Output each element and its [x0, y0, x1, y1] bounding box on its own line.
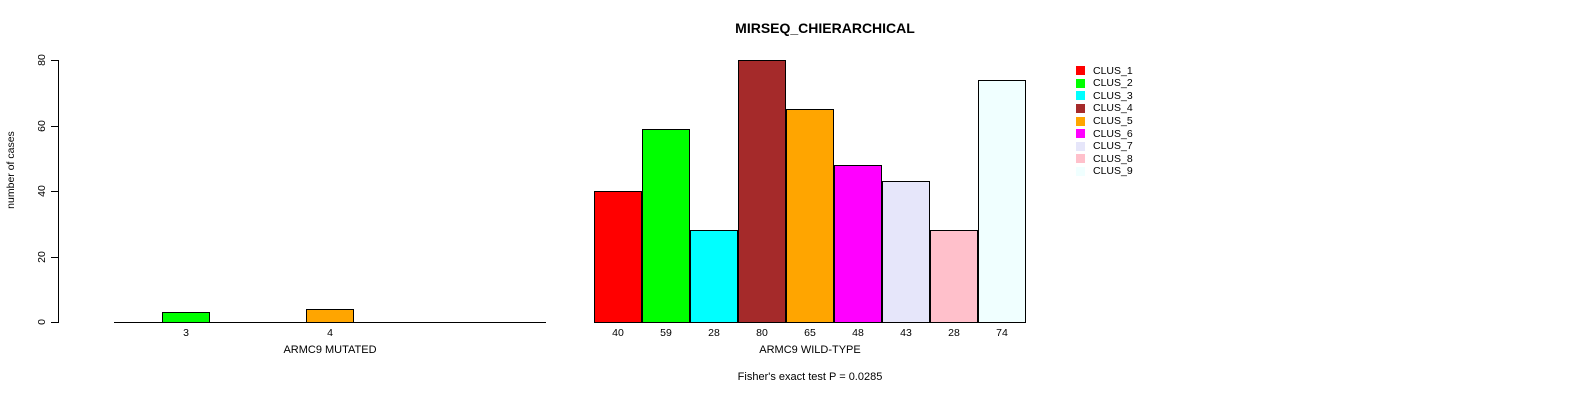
legend-item: CLUS_1	[1076, 65, 1133, 78]
legend-item: CLUS_4	[1076, 102, 1133, 115]
legend-swatch	[1076, 66, 1085, 76]
bar-value-label: 28	[948, 327, 960, 339]
y-axis-line	[58, 60, 59, 323]
chart-title: MIRSEQ_CHIERARCHICAL	[735, 20, 915, 36]
legend-item: CLUS_6	[1076, 128, 1133, 141]
bar-clus_3	[690, 230, 738, 323]
y-axis-tick-label: 40	[36, 185, 48, 197]
bar-value-label: 65	[804, 327, 816, 339]
bar-clus_5	[786, 109, 834, 323]
legend-item: CLUS_5	[1076, 115, 1133, 128]
x-axis-group-label: ARMC9 MUTATED	[283, 344, 377, 356]
legend-swatch	[1076, 141, 1085, 151]
legend-label: CLUS_4	[1093, 102, 1133, 115]
bar-value-label: 59	[660, 327, 672, 339]
legend-label: CLUS_5	[1093, 114, 1133, 127]
legend-swatch	[1076, 116, 1085, 126]
x-axis-group-label: ARMC9 WILD-TYPE	[759, 344, 861, 356]
legend-label: CLUS_6	[1093, 127, 1133, 140]
legend-item: CLUS_9	[1076, 165, 1133, 178]
legend-item: CLUS_3	[1076, 90, 1133, 103]
fisher-test-annotation: Fisher's exact test P = 0.0285	[737, 371, 883, 383]
y-axis-tick	[51, 191, 58, 192]
bar-clus_5	[306, 309, 354, 323]
y-axis-tick	[51, 126, 58, 127]
y-axis-tick-label: 60	[36, 120, 48, 132]
bar-clus_6	[834, 165, 882, 323]
y-axis-tick	[51, 322, 58, 323]
bar-clus_8	[930, 230, 978, 323]
bar-clus_7	[882, 181, 930, 323]
bar-value-label: 80	[756, 327, 768, 339]
legend-swatch	[1076, 91, 1085, 101]
bar-clus_2	[162, 312, 210, 323]
legend-label: CLUS_2	[1093, 77, 1133, 90]
legend-label: CLUS_3	[1093, 89, 1133, 102]
y-axis-label: number of cases	[5, 131, 17, 209]
legend-item: CLUS_7	[1076, 140, 1133, 153]
legend-swatch	[1076, 129, 1085, 139]
bar-value-label: 48	[852, 327, 864, 339]
legend-label: CLUS_7	[1093, 140, 1133, 153]
bar-value-label: 3	[183, 327, 189, 339]
bar-value-label: 28	[708, 327, 720, 339]
y-axis-tick	[51, 257, 58, 258]
legend-item: CLUS_8	[1076, 153, 1133, 166]
y-axis-tick-label: 20	[36, 251, 48, 263]
legend-label: CLUS_9	[1093, 165, 1133, 178]
y-axis-tick	[51, 60, 58, 61]
bar-clus_4	[738, 60, 786, 323]
legend-swatch	[1076, 104, 1085, 114]
bar-clus_9	[978, 80, 1026, 323]
bar-value-label: 74	[996, 327, 1008, 339]
legend-label: CLUS_8	[1093, 152, 1133, 165]
bar-value-label: 4	[327, 327, 333, 339]
bar-value-label: 43	[900, 327, 912, 339]
legend-swatch	[1076, 78, 1085, 88]
y-axis-tick-label: 80	[36, 54, 48, 66]
legend-swatch	[1076, 167, 1085, 177]
legend-label: CLUS_1	[1093, 64, 1133, 77]
bar-value-label: 40	[612, 327, 624, 339]
bar-clus_2	[642, 129, 690, 323]
y-axis-tick-label: 0	[36, 319, 48, 325]
bar-clus_1	[594, 191, 642, 323]
legend-item: CLUS_2	[1076, 77, 1133, 90]
legend-swatch	[1076, 154, 1085, 164]
